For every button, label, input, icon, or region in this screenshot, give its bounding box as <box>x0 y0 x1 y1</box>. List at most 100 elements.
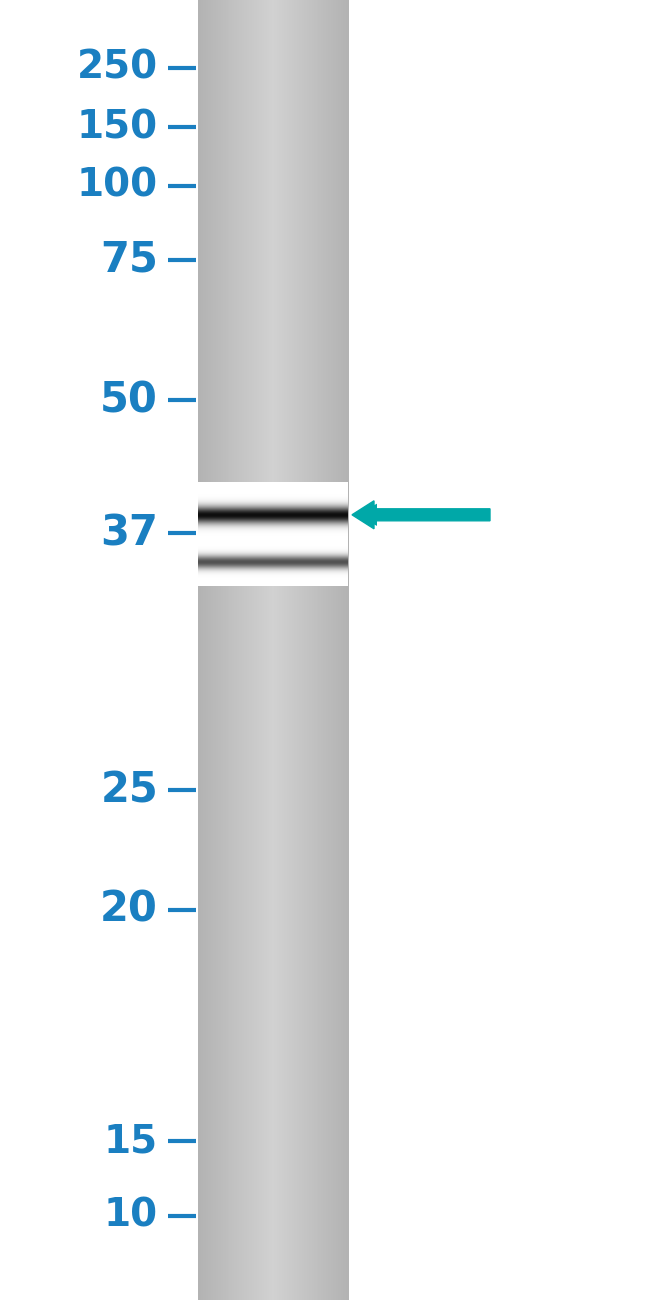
Bar <box>304 0 306 1300</box>
Bar <box>204 0 206 1300</box>
Bar <box>268 0 270 1300</box>
Bar <box>220 0 222 1300</box>
Bar <box>307 0 309 1300</box>
Bar <box>314 0 316 1300</box>
Bar <box>265 0 266 1300</box>
Bar <box>219 0 221 1300</box>
Bar <box>343 0 344 1300</box>
Bar <box>255 0 257 1300</box>
Bar <box>319 0 321 1300</box>
Bar <box>346 0 348 1300</box>
Bar <box>323 0 325 1300</box>
Bar <box>317 0 318 1300</box>
Bar <box>233 0 235 1300</box>
Bar <box>262 0 263 1300</box>
Bar <box>208 0 210 1300</box>
Bar <box>200 0 202 1300</box>
Bar <box>258 0 260 1300</box>
Bar <box>346 0 347 1300</box>
Text: 50: 50 <box>100 380 158 421</box>
Bar <box>284 0 286 1300</box>
Bar <box>296 0 297 1300</box>
Bar <box>263 0 265 1300</box>
Text: 25: 25 <box>100 770 158 811</box>
Bar <box>285 0 287 1300</box>
Bar <box>222 0 224 1300</box>
Bar <box>261 0 262 1300</box>
Bar <box>248 0 250 1300</box>
Bar <box>224 0 226 1300</box>
Bar <box>309 0 311 1300</box>
Bar <box>300 0 302 1300</box>
Bar <box>330 0 332 1300</box>
Bar <box>342 0 343 1300</box>
Bar <box>234 0 236 1300</box>
Bar <box>299 0 301 1300</box>
Text: 100: 100 <box>77 166 158 205</box>
Bar <box>324 0 326 1300</box>
Bar <box>228 0 229 1300</box>
Text: 150: 150 <box>77 108 158 147</box>
Bar <box>338 0 340 1300</box>
Bar <box>276 0 278 1300</box>
Bar <box>202 0 203 1300</box>
Bar <box>293 0 294 1300</box>
Bar <box>246 0 247 1300</box>
Bar <box>322 0 324 1300</box>
Bar <box>302 0 304 1300</box>
Bar <box>335 0 337 1300</box>
Bar <box>212 0 213 1300</box>
Bar <box>272 0 274 1300</box>
Bar <box>247 0 248 1300</box>
Bar <box>291 0 292 1300</box>
Bar <box>250 0 252 1300</box>
Bar <box>287 0 289 1300</box>
Bar <box>344 0 346 1300</box>
Bar <box>223 0 225 1300</box>
Bar <box>294 0 296 1300</box>
Bar <box>240 0 242 1300</box>
Bar <box>277 0 278 1300</box>
Bar <box>216 0 218 1300</box>
Bar <box>239 0 241 1300</box>
Bar <box>298 0 300 1300</box>
Text: 15: 15 <box>104 1122 158 1161</box>
Bar <box>337 0 339 1300</box>
Bar <box>211 0 213 1300</box>
Bar <box>306 0 307 1300</box>
Bar <box>328 0 330 1300</box>
Bar <box>313 0 315 1300</box>
Bar <box>326 0 327 1300</box>
Bar <box>288 0 290 1300</box>
Bar <box>242 0 244 1300</box>
Bar <box>243 0 245 1300</box>
Bar <box>281 0 282 1300</box>
Bar <box>289 0 291 1300</box>
Bar <box>213 0 215 1300</box>
Bar <box>198 0 200 1300</box>
Bar <box>274 0 276 1300</box>
Bar <box>229 0 231 1300</box>
Bar <box>283 0 285 1300</box>
Bar <box>292 0 294 1300</box>
Bar <box>339 0 341 1300</box>
Bar <box>216 0 217 1300</box>
Bar <box>332 0 333 1300</box>
Bar <box>253 0 255 1300</box>
Bar <box>333 0 335 1300</box>
Bar <box>303 0 305 1300</box>
Bar <box>327 0 328 1300</box>
Bar <box>334 0 336 1300</box>
Bar <box>235 0 237 1300</box>
Bar <box>237 0 239 1300</box>
Bar <box>203 0 205 1300</box>
Bar <box>266 0 268 1300</box>
Bar <box>273 0 275 1300</box>
Bar <box>259 0 261 1300</box>
Bar <box>207 0 209 1300</box>
Bar <box>200 0 201 1300</box>
Bar <box>205 0 207 1300</box>
Text: 10: 10 <box>104 1196 158 1235</box>
Text: 37: 37 <box>100 512 158 554</box>
Bar <box>318 0 320 1300</box>
